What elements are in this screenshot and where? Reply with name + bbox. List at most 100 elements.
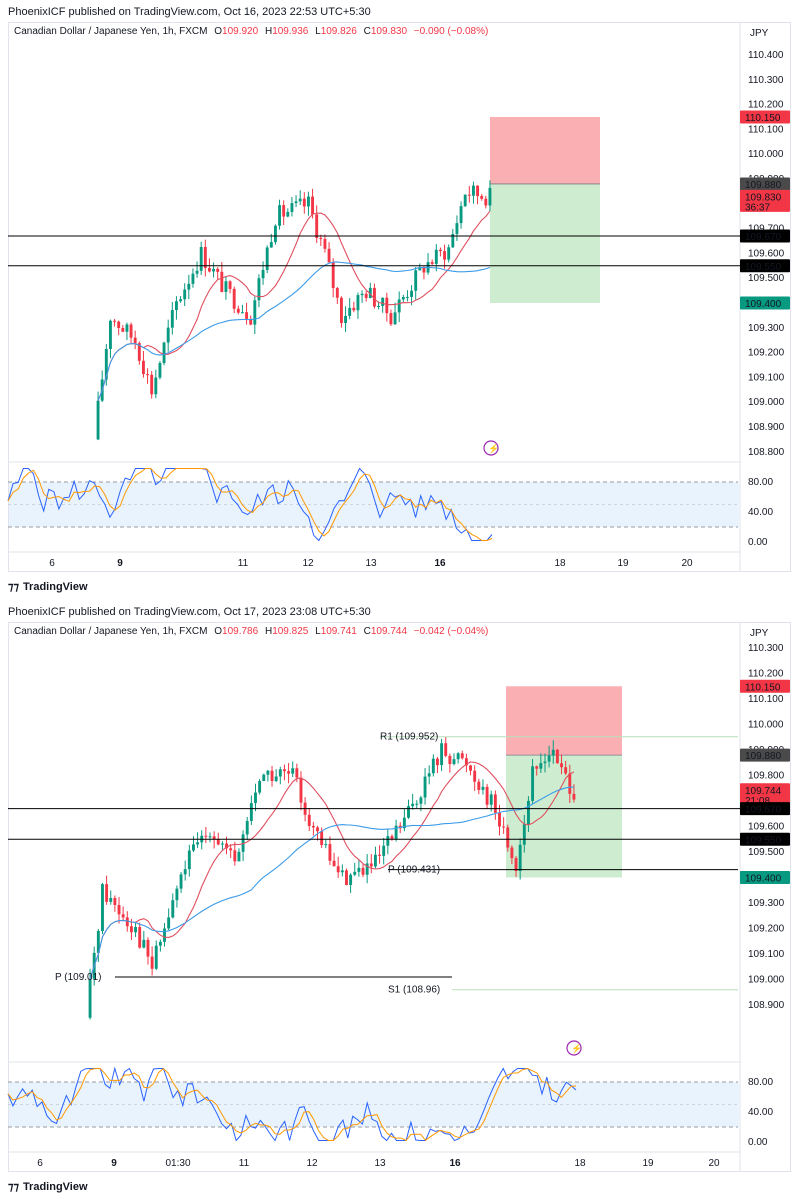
price-tag-label: 109.880 bbox=[745, 180, 782, 191]
y-tick-label: 109.700 bbox=[748, 224, 785, 235]
y-tick-label: 110.300 bbox=[748, 643, 784, 654]
legend-low: 109.741 bbox=[320, 626, 357, 637]
candle-body bbox=[146, 374, 150, 376]
y-tick-label: 109.100 bbox=[748, 372, 785, 383]
pivot-label: S1 (108.96) bbox=[388, 985, 440, 996]
publish-caption: PhoenixICF published on TradingView.com,… bbox=[8, 606, 371, 618]
candle-body bbox=[353, 871, 357, 875]
candle-body bbox=[108, 320, 112, 349]
price-tag-label: 110.150 bbox=[745, 113, 781, 124]
price-tag-countdown: 36:37 bbox=[745, 202, 770, 213]
candle-body bbox=[224, 281, 228, 292]
candle-body bbox=[228, 281, 232, 289]
candle-body bbox=[166, 327, 170, 343]
candle-body bbox=[331, 262, 335, 288]
candle-body bbox=[154, 945, 158, 969]
legend-symbol: Canadian Dollar / Japanese Yen, 1h, FXCM bbox=[14, 626, 208, 637]
candle-body bbox=[386, 836, 390, 846]
candle-body bbox=[171, 900, 175, 918]
candle-body bbox=[389, 313, 393, 325]
take-profit-zone bbox=[490, 183, 600, 303]
legend-change: −0.090 (−0.08%) bbox=[413, 26, 489, 37]
tradingview-logo: ⁊⁊ TradingView bbox=[8, 581, 88, 593]
moving-average-slow bbox=[89, 786, 574, 979]
candle-body bbox=[167, 917, 171, 929]
candle-body bbox=[192, 844, 195, 851]
candle-body bbox=[401, 297, 405, 300]
candle-body bbox=[245, 820, 249, 835]
candle-body bbox=[460, 753, 464, 759]
candle-body bbox=[382, 845, 386, 856]
candle-body bbox=[265, 247, 269, 271]
price-tag bbox=[740, 802, 790, 816]
x-tick-label: 16 bbox=[434, 558, 446, 569]
candle-body bbox=[196, 842, 200, 845]
candle-body bbox=[316, 827, 319, 832]
currency-label: JPY bbox=[750, 628, 769, 639]
candle-body bbox=[220, 843, 224, 845]
candle-body bbox=[467, 194, 471, 196]
candle-body bbox=[179, 299, 183, 302]
candle-body bbox=[142, 939, 146, 948]
chart-frame bbox=[8, 22, 791, 572]
candle-body bbox=[345, 870, 348, 886]
candle-body bbox=[249, 318, 253, 325]
candle-body bbox=[88, 978, 92, 1018]
candle-body bbox=[187, 283, 191, 290]
candle-body bbox=[257, 278, 261, 301]
candle-body bbox=[378, 854, 382, 856]
take-profit-zone bbox=[506, 755, 622, 878]
price-tag-label: 109.670 bbox=[745, 232, 782, 243]
y-tick-label: 109.500 bbox=[748, 847, 785, 858]
candle-body bbox=[493, 794, 497, 813]
publish-caption: PhoenixICF published on TradingView.com,… bbox=[8, 6, 371, 18]
y-tick-label: 108.900 bbox=[748, 422, 785, 433]
stochastic-k-line bbox=[7, 1066, 577, 1142]
y-tick-label: 110.000 bbox=[748, 149, 784, 160]
candle-body bbox=[163, 928, 166, 942]
candle-body bbox=[278, 769, 282, 777]
candle-body bbox=[241, 834, 245, 852]
candle-body bbox=[377, 305, 381, 307]
osc-tick-label: 0.00 bbox=[748, 537, 768, 548]
candle-body bbox=[459, 206, 463, 224]
y-tick-label: 109.100 bbox=[748, 949, 785, 960]
candle-body bbox=[262, 774, 266, 781]
candle-body bbox=[356, 295, 360, 311]
x-tick-label: 6 bbox=[49, 558, 55, 569]
price-tag-label: 109.880 bbox=[745, 751, 782, 762]
candle-body bbox=[560, 763, 563, 768]
candle-body bbox=[335, 287, 339, 298]
candle-body bbox=[146, 939, 150, 957]
price-tag bbox=[740, 871, 790, 884]
candle-body bbox=[422, 266, 426, 273]
candle-body bbox=[229, 848, 233, 851]
price-tag bbox=[740, 110, 790, 124]
candle-body bbox=[117, 904, 121, 915]
candle-body bbox=[452, 759, 456, 765]
candle-body bbox=[324, 844, 328, 846]
y-tick-label: 110.400 bbox=[748, 50, 784, 61]
y-tick-label: 110.200 bbox=[748, 669, 784, 680]
candle-body bbox=[464, 758, 468, 766]
candle-body bbox=[315, 214, 319, 239]
lightning-icon: ⚡ bbox=[571, 1043, 582, 1055]
candle-body bbox=[518, 844, 522, 871]
y-tick-label: 109.600 bbox=[748, 248, 785, 259]
x-tick-label: 12 bbox=[306, 1158, 318, 1169]
price-tag bbox=[740, 259, 790, 273]
candle-body bbox=[381, 297, 385, 306]
candle-body bbox=[141, 360, 145, 375]
candle-body bbox=[137, 343, 141, 361]
stop-loss-zone bbox=[490, 117, 600, 184]
price-tag bbox=[740, 296, 790, 310]
price-tag-label: 110.150 bbox=[745, 682, 781, 693]
osc-tick-label: 80.00 bbox=[748, 477, 773, 488]
legend-close: 109.744 bbox=[370, 626, 408, 637]
legend-high: 109.936 bbox=[272, 26, 309, 37]
pivot-label: P (109.431) bbox=[388, 865, 440, 876]
currency-label: JPY bbox=[750, 28, 769, 39]
candle-body bbox=[121, 328, 125, 332]
candle-body bbox=[498, 812, 501, 827]
candle-body bbox=[506, 827, 510, 848]
